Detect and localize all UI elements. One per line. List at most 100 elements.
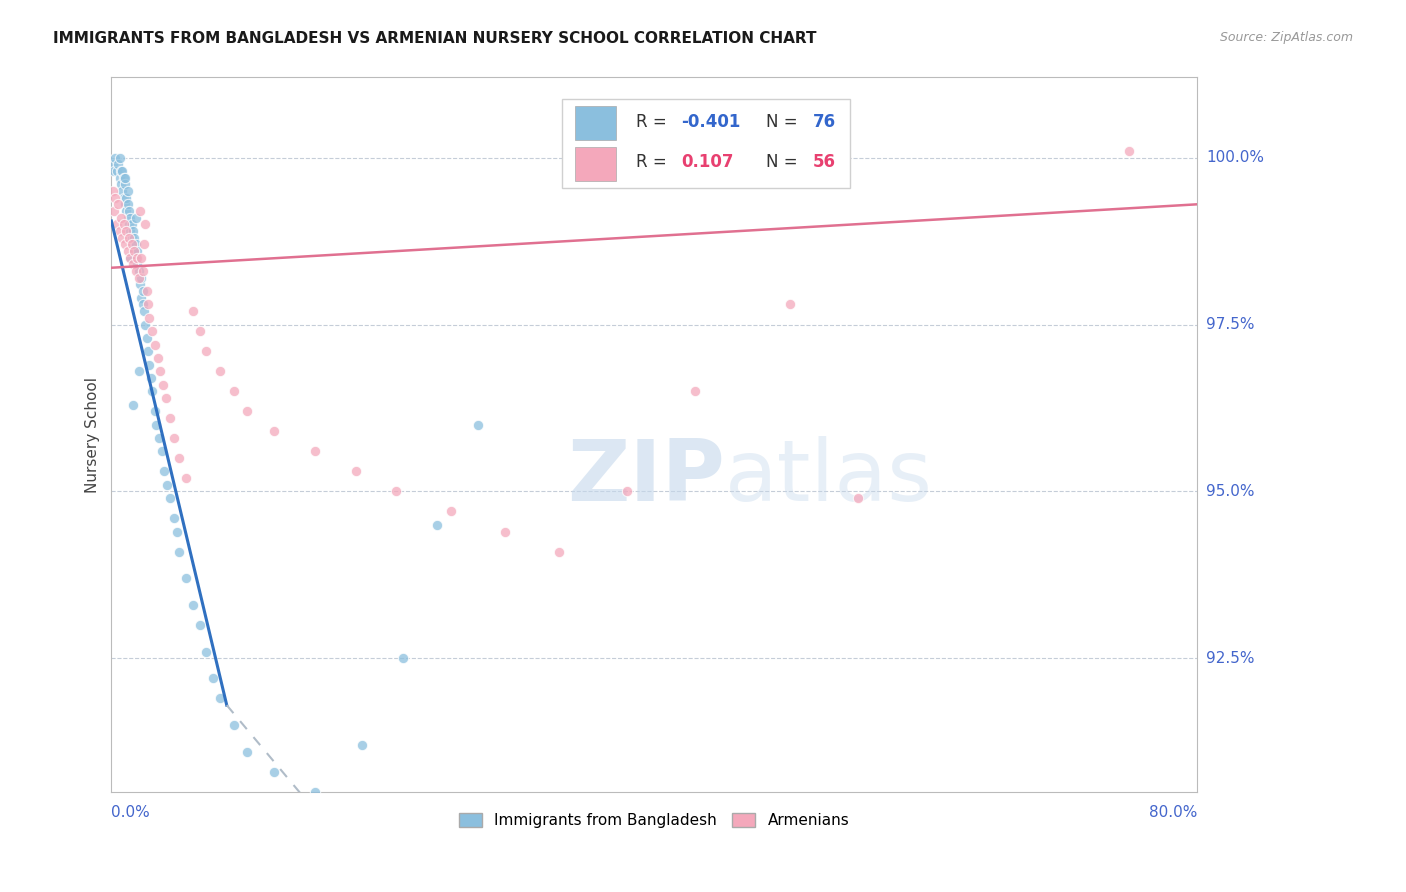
Point: [145, 417, 167, 432]
Text: 97.5%: 97.5%: [1206, 317, 1256, 332]
Point: [120, 251, 142, 265]
Point: [467, 417, 489, 432]
Point: [122, 398, 145, 412]
Point: [122, 237, 145, 252]
Point: [135, 284, 157, 298]
Point: [127, 257, 149, 271]
Text: ZIP: ZIP: [568, 436, 725, 519]
Point: [107, 157, 129, 171]
Point: [124, 230, 146, 244]
Point: [125, 251, 148, 265]
Point: [124, 244, 146, 258]
Point: [174, 471, 197, 485]
Point: [195, 645, 218, 659]
Text: 56: 56: [813, 153, 835, 171]
Point: [159, 411, 181, 425]
Point: [846, 491, 869, 505]
Text: N =: N =: [766, 112, 803, 131]
Point: [135, 331, 157, 345]
Text: 95.0%: 95.0%: [1206, 484, 1256, 499]
Point: [129, 277, 152, 292]
Point: [548, 544, 571, 558]
Point: [115, 224, 138, 238]
Point: [128, 364, 150, 378]
Point: [163, 511, 186, 525]
Point: [392, 651, 415, 665]
Text: 76: 76: [813, 112, 835, 131]
Point: [188, 618, 211, 632]
Point: [236, 404, 259, 418]
Text: N =: N =: [766, 153, 803, 171]
Point: [167, 451, 190, 466]
Point: [440, 504, 463, 518]
Point: [143, 337, 166, 351]
Point: [132, 237, 155, 252]
Point: [105, 218, 128, 232]
Point: [108, 151, 131, 165]
Point: [121, 237, 143, 252]
FancyBboxPatch shape: [575, 106, 616, 140]
Point: [208, 364, 231, 378]
Point: [114, 178, 136, 192]
Point: [129, 204, 152, 219]
Point: [683, 384, 706, 399]
Point: [304, 444, 326, 458]
Point: [236, 745, 259, 759]
Point: [129, 251, 152, 265]
Point: [141, 384, 163, 399]
Text: 0.107: 0.107: [682, 153, 734, 171]
Point: [181, 304, 204, 318]
Point: [156, 477, 179, 491]
Point: [111, 230, 134, 244]
Point: [181, 598, 204, 612]
Point: [131, 297, 153, 311]
Point: [114, 197, 136, 211]
Point: [195, 344, 218, 359]
Text: R =: R =: [636, 153, 672, 171]
Point: [779, 297, 801, 311]
Point: [136, 344, 159, 359]
Point: [128, 264, 150, 278]
Point: [120, 224, 142, 238]
Point: [112, 191, 135, 205]
Point: [101, 184, 124, 198]
Point: [117, 211, 139, 225]
Point: [110, 164, 132, 178]
Point: [163, 431, 186, 445]
Point: [153, 465, 176, 479]
Point: [155, 391, 177, 405]
Point: [125, 211, 148, 225]
Point: [166, 524, 188, 539]
Point: [385, 484, 408, 499]
Text: 80.0%: 80.0%: [1149, 805, 1197, 821]
Point: [202, 672, 225, 686]
Point: [188, 324, 211, 338]
Point: [104, 151, 127, 165]
Text: 0.0%: 0.0%: [111, 805, 150, 821]
Point: [118, 218, 141, 232]
Text: -0.401: -0.401: [682, 112, 741, 131]
Point: [138, 358, 160, 372]
Point: [121, 218, 143, 232]
Point: [117, 184, 139, 198]
Point: [124, 244, 146, 258]
Point: [263, 425, 285, 439]
Point: [105, 164, 128, 178]
Point: [143, 404, 166, 418]
Point: [136, 297, 159, 311]
Text: atlas: atlas: [724, 436, 932, 519]
Point: [344, 465, 367, 479]
Point: [149, 364, 172, 378]
Point: [125, 237, 148, 252]
Point: [108, 224, 131, 238]
Text: R =: R =: [636, 112, 672, 131]
Point: [104, 191, 127, 205]
Point: [110, 178, 132, 192]
Point: [110, 211, 132, 225]
Point: [127, 251, 149, 265]
Point: [108, 170, 131, 185]
Point: [120, 211, 142, 225]
Point: [141, 324, 163, 338]
Text: IMMIGRANTS FROM BANGLADESH VS ARMENIAN NURSERY SCHOOL CORRELATION CHART: IMMIGRANTS FROM BANGLADESH VS ARMENIAN N…: [53, 31, 817, 46]
Point: [111, 184, 134, 198]
